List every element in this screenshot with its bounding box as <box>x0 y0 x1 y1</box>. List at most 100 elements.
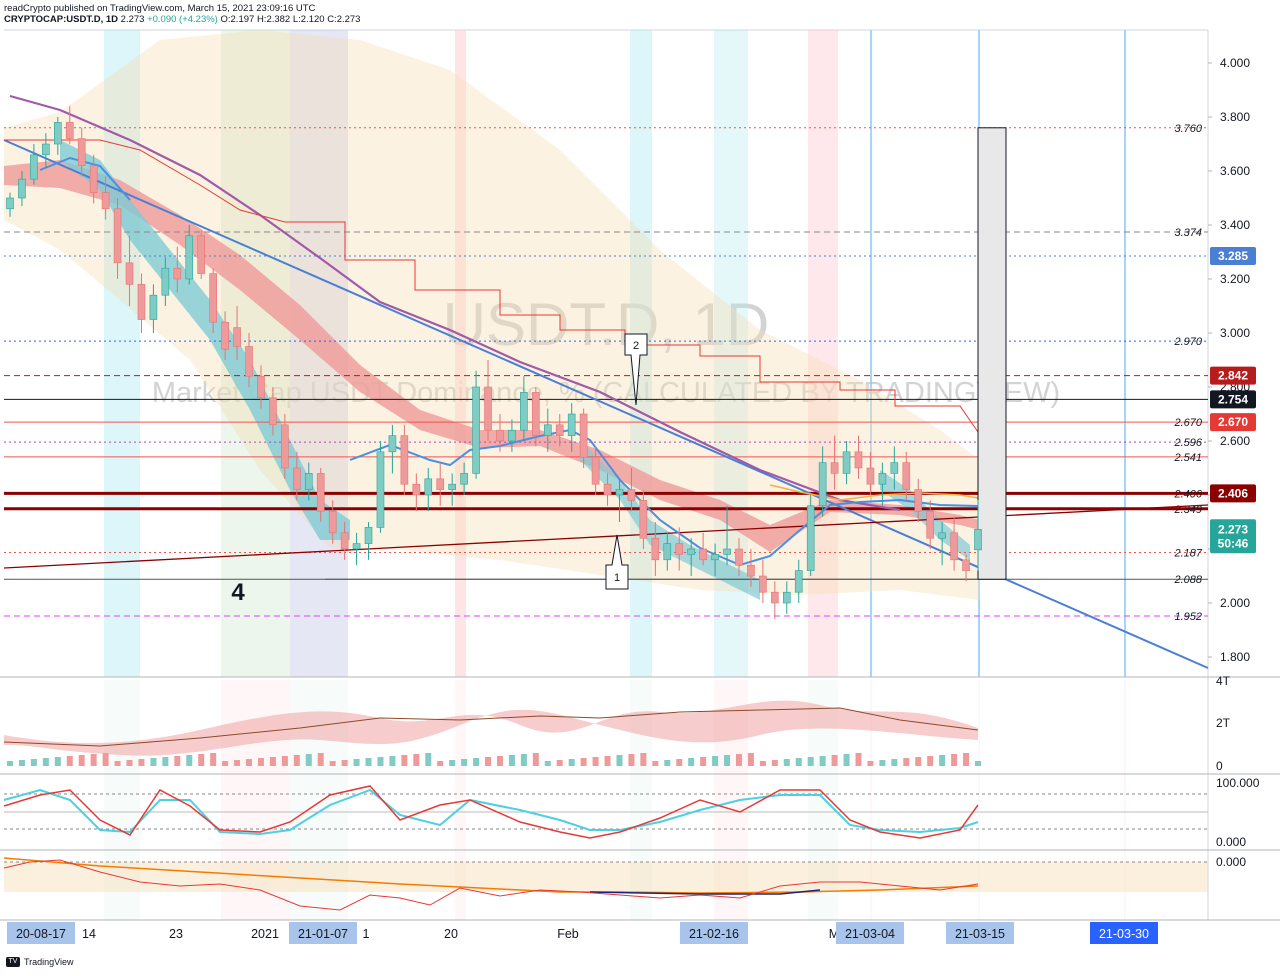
candle-body-14 <box>173 267 182 280</box>
volume-bar-73 <box>879 760 886 766</box>
x-tag-bg-21-03-30 <box>1090 922 1158 944</box>
x-tick-label-1: 1 <box>363 927 370 941</box>
candle-body-57 <box>687 548 695 555</box>
wave-label-4: 4 <box>231 579 245 606</box>
candle-body-6 <box>77 138 86 166</box>
price-tag-2.754: 2.754 <box>1218 392 1248 406</box>
volume-bar-15 <box>186 755 193 766</box>
volume-bar-65 <box>783 759 790 766</box>
ma-orange-line <box>769 484 979 501</box>
candle-body-32 <box>388 435 397 453</box>
volume-bar-10 <box>126 760 133 766</box>
candle-body-62 <box>747 564 755 577</box>
x-tick-label-Feb: Feb <box>557 927 579 941</box>
volume-bar-62 <box>747 753 754 766</box>
panel3-line <box>3 785 979 839</box>
tradingview-logo-icon: TV <box>6 957 20 967</box>
price-tag-bg-3.285 <box>1210 247 1256 266</box>
time-axis[interactable]: 20-08-17 14 23 2021 21-01-07 1 20 Feb 21-02-16 M 2… <box>0 919 1280 944</box>
panel4-blue-line <box>589 889 821 895</box>
watermark-title: USDT.D, 1D <box>443 291 770 358</box>
symbol-label[interactable]: CRYPTOCAP:USDT.D, 1D <box>4 14 119 25</box>
candle-body-23 <box>281 424 289 469</box>
candle-body-69 <box>830 462 839 474</box>
x-tag-bg-21-03-04 <box>836 922 904 944</box>
volume-bar-42 <box>508 755 515 766</box>
candle-body-65 <box>782 591 791 604</box>
candle-body-71 <box>854 451 863 469</box>
volume-bar-31 <box>377 757 384 766</box>
last-price: 2.273 <box>120 14 145 25</box>
volume-bar-59 <box>712 756 719 766</box>
volume-bar-39 <box>473 758 480 766</box>
volume-bar-64 <box>771 760 778 766</box>
volume-bar-43 <box>520 754 527 766</box>
ascending-trendline <box>3 504 1209 569</box>
volume-bar-36 <box>437 761 444 766</box>
x-tick-label-21-02-16: 21-02-16 <box>689 927 739 941</box>
panel4-band <box>4 862 1208 892</box>
ma-purple-line <box>9 94 901 512</box>
chart-canvas[interactable]: USDT.D, 1D Market Cap USDT Dominance, % … <box>0 0 1280 952</box>
candle-body-18 <box>221 321 229 350</box>
panel-band-3 <box>455 680 466 920</box>
candle-body-78 <box>938 532 946 539</box>
highlight-band-3 <box>455 30 466 677</box>
volume-bar-22 <box>269 757 276 766</box>
price-axis[interactable]: 4.0003.8003.6003.4003.2003.0002.8002.600… <box>1208 56 1256 664</box>
x-tick-label-21-03-30: 21-03-30 <box>1099 927 1149 941</box>
volume-bar-7 <box>90 754 97 766</box>
volume-bar-74 <box>891 759 898 766</box>
price-tag-3.285: 3.285 <box>1218 249 1248 263</box>
volume-bar-12 <box>150 758 157 766</box>
price-tag-bg-2.406 <box>1210 484 1256 503</box>
candle-body-58 <box>699 548 707 561</box>
candle-body-1 <box>18 178 26 199</box>
panel-band-8 <box>978 680 980 920</box>
candle-body-80 <box>962 559 970 571</box>
volume-bar-35 <box>425 753 432 766</box>
panel-band-4 <box>630 680 652 920</box>
volume-bar-33 <box>401 755 408 766</box>
candle-body-15 <box>185 235 194 280</box>
candle-body-8 <box>101 192 110 210</box>
y-tick-label-3.400: 3.400 <box>1220 218 1250 232</box>
panel2-tick-0: 0 <box>1216 759 1223 773</box>
projection-box <box>977 127 1007 580</box>
candle-body-24 <box>293 467 301 490</box>
ohlc-values: O:2.197 H:2.382 L:2.120 C:2.273 <box>220 14 361 25</box>
candle-body-42 <box>508 429 516 442</box>
level-label-2.406: 2.406 <box>1173 488 1202 500</box>
y-tick-label-2.000: 2.000 <box>1220 596 1250 610</box>
volume-bar-53 <box>640 753 647 766</box>
volume-bar-16 <box>198 754 205 766</box>
brand-label: TradingView <box>24 957 74 967</box>
candle-body-68 <box>818 462 827 507</box>
wave-callout-1 <box>605 534 629 590</box>
candle-body-41 <box>496 429 504 442</box>
volume-bar-8 <box>102 753 109 766</box>
countdown-tag: 50:46 <box>1218 536 1249 550</box>
candle-body-70 <box>842 451 851 474</box>
volume-bar-68 <box>819 756 826 766</box>
tradingview-logo[interactable]: TV TradingView <box>6 957 74 967</box>
ribbon-red <box>4 160 980 552</box>
candles <box>6 106 982 620</box>
horizontal-levels: 3.7603.3742.9702.6702.5962.5412.4062.349… <box>4 123 1208 623</box>
volume-bar-56 <box>676 759 683 766</box>
highlight-band-9 <box>1124 30 1126 677</box>
volume-bar-38 <box>461 759 468 766</box>
level-label-1.952: 1.952 <box>1174 611 1202 623</box>
volume-bar-71 <box>855 753 862 766</box>
x-tick-label-21-03-15: 21-03-15 <box>955 927 1005 941</box>
candle-body-61 <box>735 548 743 566</box>
volume-bar-75 <box>903 758 910 766</box>
highlight-band-0 <box>104 30 140 677</box>
candle-body-75 <box>902 462 911 490</box>
wave-callout-2 <box>624 333 648 406</box>
wave-label-2: 2 <box>633 340 639 352</box>
candle-body-9 <box>113 208 122 264</box>
wave-annotations: 4 1 2 <box>231 333 648 606</box>
volume-bar-19 <box>234 760 241 766</box>
stop-step-line <box>4 139 979 433</box>
